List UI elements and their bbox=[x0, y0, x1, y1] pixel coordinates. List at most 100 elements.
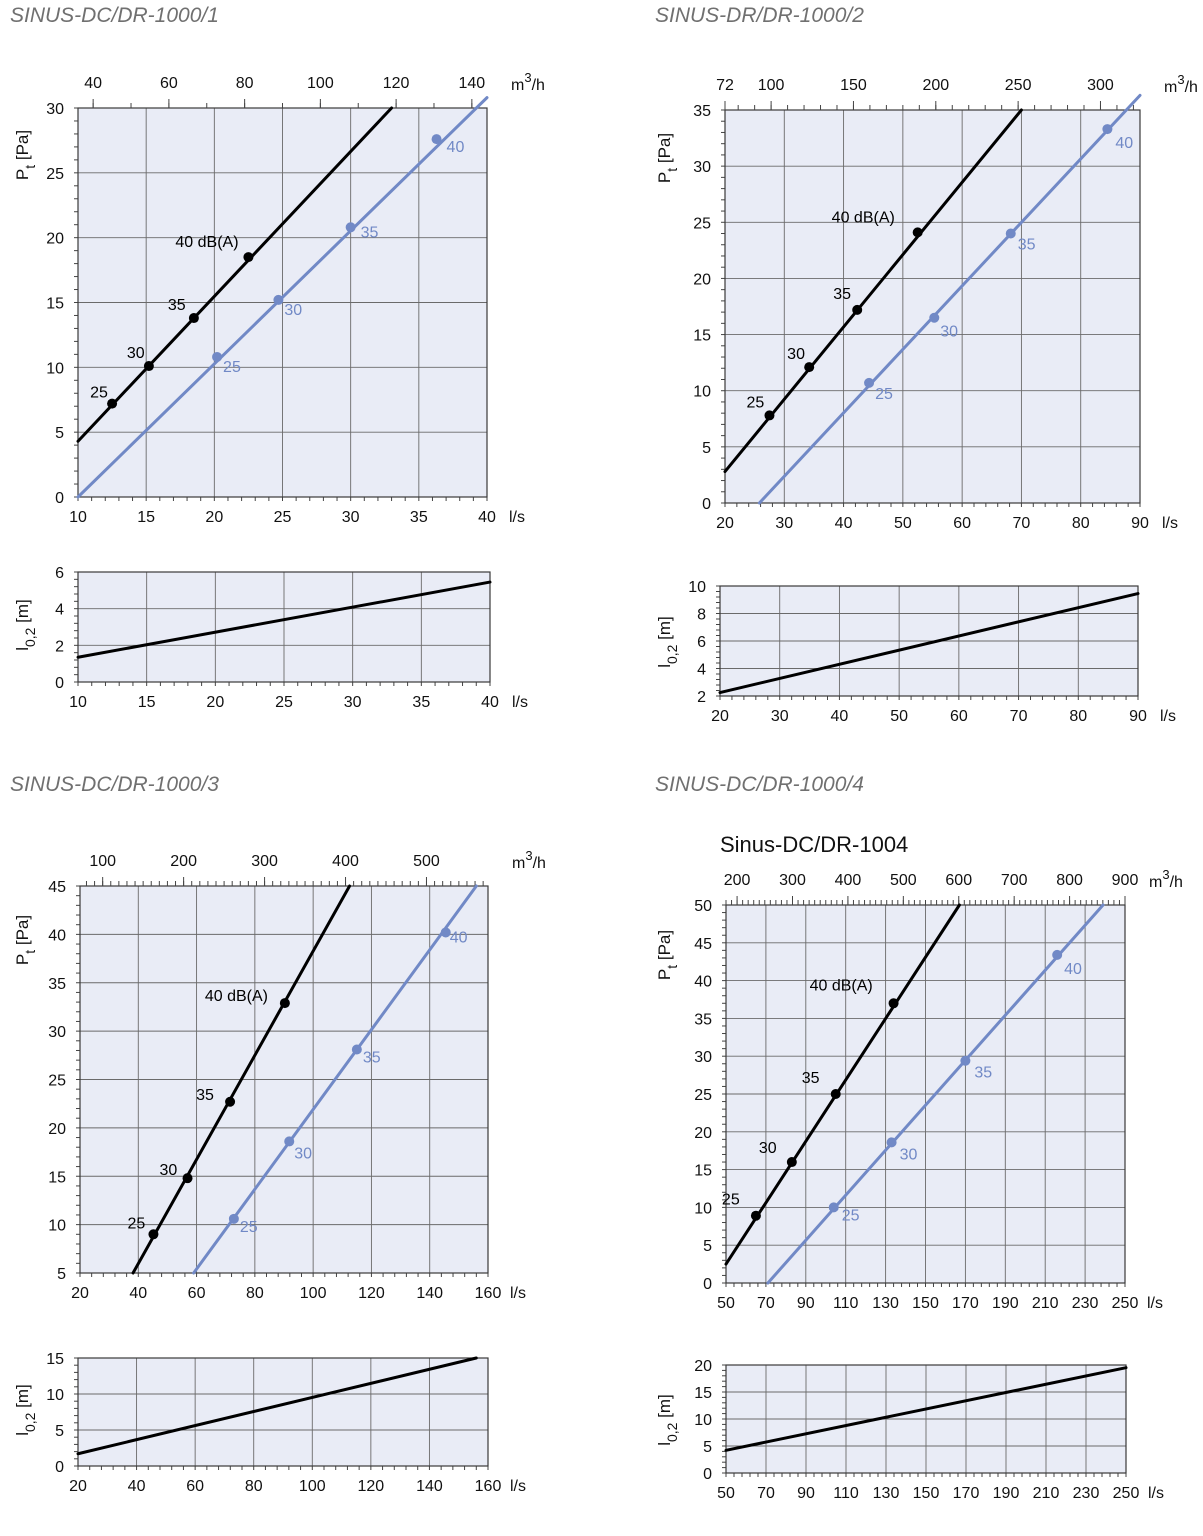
black-point-label: 25 bbox=[722, 1192, 740, 1209]
x-axis-unit: l/s bbox=[1148, 1485, 1164, 1502]
top-axis-unit: m3/h bbox=[512, 848, 546, 872]
x-tick-label: 30 bbox=[771, 708, 789, 725]
x-tick-label: 50 bbox=[717, 1485, 735, 1502]
black-series-line bbox=[718, 592, 1140, 695]
y-tick-label: 30 bbox=[693, 159, 711, 176]
top-tick-label: 300 bbox=[1087, 77, 1114, 94]
y-tick-label: 35 bbox=[694, 1011, 712, 1028]
blue-point-label: 30 bbox=[294, 1145, 312, 1162]
x-tick-label: 90 bbox=[797, 1485, 815, 1502]
blue-point-label: 25 bbox=[240, 1219, 258, 1236]
x-axis-unit: l/s bbox=[510, 1478, 526, 1495]
x-tick-label: 35 bbox=[410, 509, 428, 526]
chart-4: 20 30 40 50 60 70 80 90 l/s 2 4 6 8 10 l0,2 [m] bbox=[655, 579, 1176, 725]
chart-7: 50 70 90 110 130 150 170 190 210 230 250 l/s 0 5 10 15 2… bbox=[655, 832, 1183, 1312]
black-series-point bbox=[188, 313, 199, 324]
black-series-point bbox=[243, 252, 254, 263]
chart-5: 20 40 60 80 100 120 140 160 l/s 5 10 15 20 25 30 35 40 45… bbox=[13, 848, 546, 1302]
y-tick-label: 25 bbox=[46, 166, 64, 183]
x-tick-label: 60 bbox=[953, 515, 971, 532]
x-tick-label: 230 bbox=[1072, 1295, 1099, 1312]
y-tick-label: 6 bbox=[55, 565, 64, 582]
x-tick-label: 100 bbox=[299, 1478, 326, 1495]
plot-frame bbox=[79, 885, 489, 1274]
y-axis-title: l0,2 [m] bbox=[655, 1394, 680, 1446]
x-tick-label: 70 bbox=[757, 1295, 775, 1312]
x-tick-label: 30 bbox=[342, 509, 360, 526]
x-tick-label: 90 bbox=[797, 1295, 815, 1312]
blue-point-label: 35 bbox=[361, 224, 379, 241]
y-axis-title: Pt [Pa] bbox=[655, 133, 680, 183]
top-tick-label: 900 bbox=[1112, 872, 1139, 889]
black-series-point bbox=[750, 1210, 761, 1221]
y-tick-label: 5 bbox=[702, 440, 711, 457]
y-tick-label: 35 bbox=[48, 976, 66, 993]
x-tick-label: 20 bbox=[69, 1478, 87, 1495]
blue-series-point bbox=[212, 351, 223, 362]
x-axis-unit: l/s bbox=[512, 694, 528, 711]
blue-series-point bbox=[1005, 228, 1016, 239]
x-axis-unit: l/s bbox=[1147, 1295, 1163, 1312]
blue-point-label: 40 bbox=[450, 929, 468, 946]
black-point-label: 30 bbox=[787, 346, 805, 363]
section-title-2: SINUS-DR/DR-1000/2 bbox=[655, 4, 864, 27]
y-tick-label: 15 bbox=[46, 296, 64, 313]
x-tick-label: 40 bbox=[831, 708, 849, 725]
black-series-point bbox=[852, 304, 863, 315]
y-tick-label: 0 bbox=[55, 1459, 64, 1476]
section-title-3: SINUS-DC/DR-1000/3 bbox=[10, 773, 219, 796]
top-tick-label: 150 bbox=[840, 77, 867, 94]
x-tick-label: 80 bbox=[246, 1285, 264, 1302]
x-tick-label: 50 bbox=[890, 708, 908, 725]
black-series-point bbox=[225, 1096, 236, 1107]
y-tick-label: 15 bbox=[48, 1169, 66, 1186]
y-tick-label: 35 bbox=[693, 103, 711, 120]
black-point-label: 30 bbox=[127, 345, 145, 362]
y-axis-title: Pt [Pa] bbox=[655, 930, 680, 980]
top-tick-label: 700 bbox=[1001, 872, 1028, 889]
x-tick-label: 20 bbox=[71, 1285, 89, 1302]
section-title-4: SINUS-DC/DR-1000/4 bbox=[655, 773, 864, 796]
x-tick-label: 20 bbox=[206, 694, 224, 711]
chart-2: 10 15 20 25 30 35 40 l/s 0 2 4 6 l0,2 [m] bbox=[13, 565, 528, 711]
y-axis-title: l0,2 [m] bbox=[655, 616, 680, 668]
blue-series-point bbox=[1102, 124, 1113, 135]
x-tick-label: 60 bbox=[186, 1478, 204, 1495]
black-series-point bbox=[148, 1229, 159, 1240]
x-tick-label: 230 bbox=[1073, 1485, 1100, 1502]
blue-series-point bbox=[886, 1137, 897, 1148]
blue-series-point bbox=[828, 1202, 839, 1213]
black-series-point bbox=[912, 227, 923, 238]
x-tick-label: 140 bbox=[416, 1285, 443, 1302]
black-series-line bbox=[131, 884, 352, 1275]
y-tick-label: 15 bbox=[694, 1163, 712, 1180]
y-tick-label: 10 bbox=[693, 384, 711, 401]
x-tick-label: 60 bbox=[188, 1285, 206, 1302]
x-axis-unit: l/s bbox=[1160, 708, 1176, 725]
y-tick-label: 5 bbox=[55, 425, 64, 442]
x-tick-label: 30 bbox=[775, 515, 793, 532]
x-tick-label: 120 bbox=[358, 1285, 385, 1302]
top-tick-label: 100 bbox=[758, 77, 785, 94]
y-tick-label: 0 bbox=[55, 675, 64, 692]
x-tick-label: 190 bbox=[992, 1295, 1019, 1312]
x-tick-label: 170 bbox=[953, 1485, 980, 1502]
black-series-line bbox=[76, 580, 492, 659]
x-tick-label: 25 bbox=[275, 694, 293, 711]
y-tick-label: 10 bbox=[694, 1200, 712, 1217]
blue-series-point bbox=[864, 377, 875, 388]
plot-frame bbox=[77, 1357, 489, 1467]
y-axis-title: l0,2 [m] bbox=[13, 1384, 38, 1436]
black-series-line bbox=[724, 903, 961, 1266]
y-tick-label: 30 bbox=[694, 1049, 712, 1066]
plot-frame bbox=[725, 1364, 1127, 1474]
plot-background bbox=[725, 110, 1140, 503]
x-tick-label: 70 bbox=[1010, 708, 1028, 725]
y-tick-label: 10 bbox=[46, 360, 64, 377]
black-point-label: 25 bbox=[127, 1215, 145, 1232]
x-tick-label: 30 bbox=[344, 694, 362, 711]
black-point-label: 40 dB(A) bbox=[832, 209, 895, 226]
y-tick-label: 0 bbox=[703, 1276, 712, 1293]
x-axis-unit: l/s bbox=[510, 1285, 526, 1302]
x-tick-label: 110 bbox=[833, 1295, 859, 1312]
